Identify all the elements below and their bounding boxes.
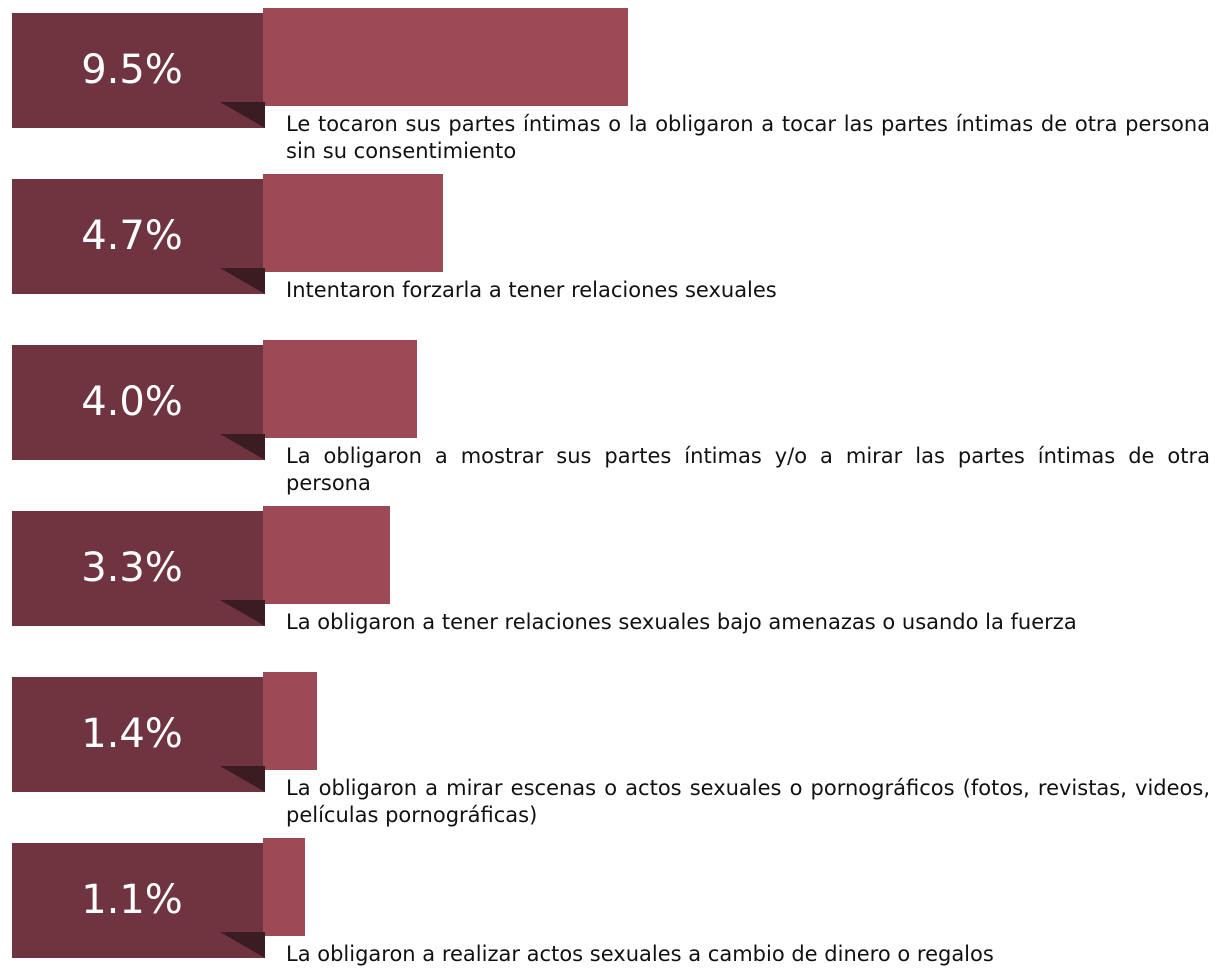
bar [263, 340, 417, 438]
category-label: La obligaron a mirar escenas o actos sex… [286, 776, 1210, 827]
fold [220, 600, 265, 626]
value-label: 1.4% [81, 711, 183, 757]
bar [263, 8, 628, 106]
bar [263, 838, 306, 936]
category-label: La obligaron a mostrar sus partes íntima… [286, 444, 1210, 495]
bar [263, 506, 390, 604]
fold [220, 434, 265, 460]
fold [220, 268, 265, 294]
bar [263, 174, 444, 272]
fold [220, 932, 265, 958]
category-label: Le tocaron sus partes íntimas o la oblig… [286, 112, 1210, 163]
value-label: 1.1% [81, 877, 183, 923]
category-label: Intentaron forzarla a tener relaciones s… [286, 278, 777, 302]
value-label: 9.5% [81, 47, 183, 93]
value-label: 4.0% [81, 379, 183, 425]
bar [263, 672, 317, 770]
value-label: 4.7% [81, 213, 183, 259]
fold [220, 102, 265, 128]
fold [220, 766, 265, 792]
category-label: La obligaron a realizar actos sexuales a… [286, 942, 994, 966]
category-label: La obligaron a tener relaciones sexuales… [286, 610, 1077, 634]
value-label: 3.3% [81, 545, 183, 591]
